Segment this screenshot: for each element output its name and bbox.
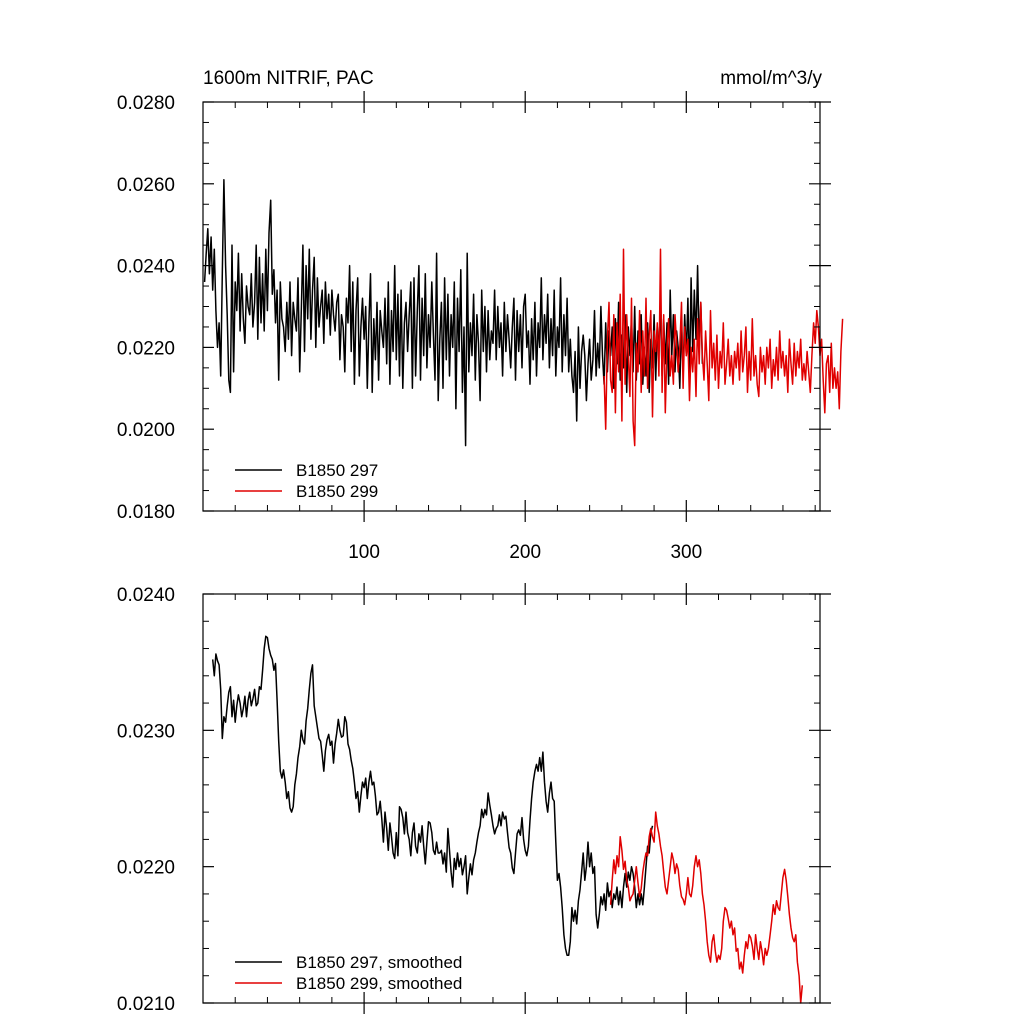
bottom-lines (211, 635, 804, 1004)
bottom-y-tick-label: 0.0230 (117, 721, 175, 742)
bottom-axes: 0.0210 0.0220 0.0230 0.0240 (117, 583, 831, 1015)
top-y-tick-label: 0.0200 (117, 420, 175, 441)
top-axes: 0.0180 0.0200 0.0220 0.0240 0.0260 0.0280 100 2… (117, 91, 831, 563)
legend-label-smoothed-1: B1850 297, smoothed (296, 953, 462, 972)
chart-title-right: mmol/m^3/y (720, 68, 822, 89)
bottom-series-line-2 (609, 811, 804, 1004)
legend-label-series-2: B1850 299 (296, 482, 378, 501)
bottom-y-tick-label: 0.0220 (117, 858, 175, 879)
top-legend: B1850 297 B1850 299 (235, 461, 378, 501)
top-series-line-2 (603, 248, 844, 447)
top-x-tick-label: 100 (348, 542, 380, 563)
bottom-chart-panel: 0.0210 0.0220 0.0230 0.0240 B1850 297, smoo… (117, 583, 831, 1015)
bottom-plot-frame (202, 593, 821, 1004)
top-y-tick-label: 0.0180 (117, 502, 175, 523)
top-lines (203, 178, 844, 447)
top-chart-panel: 1600m NITRIF, PAC mmol/m^3/y 0.0180 0.020… (117, 68, 844, 563)
bottom-series-line-1 (211, 635, 654, 957)
chart-title-left: 1600m NITRIF, PAC (203, 68, 374, 89)
top-x-tick-label: 300 (670, 542, 702, 563)
top-y-tick-label: 0.0280 (117, 93, 175, 114)
top-y-tick-label: 0.0220 (117, 338, 175, 359)
top-y-tick-label: 0.0240 (117, 257, 175, 278)
bottom-y-tick-label: 0.0240 (117, 585, 175, 606)
bottom-y-tick-label: 0.0210 (117, 994, 175, 1015)
top-x-tick-label: 200 (509, 542, 541, 563)
legend-label-smoothed-2: B1850 299, smoothed (296, 974, 462, 993)
bottom-legend: B1850 297, smoothed B1850 299, smoothed (235, 953, 462, 993)
legend-label-series-1: B1850 297 (296, 461, 378, 480)
top-y-tick-label: 0.0260 (117, 175, 175, 196)
